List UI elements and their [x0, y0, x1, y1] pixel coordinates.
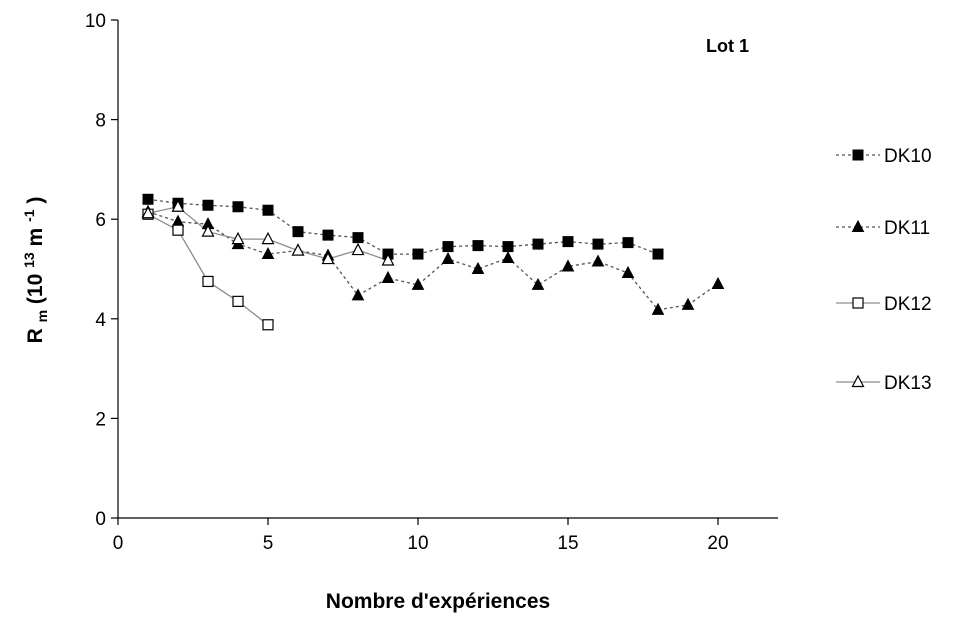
legend-marker-dk12 — [852, 297, 864, 309]
x-tick-label: 5 — [263, 533, 274, 554]
data-point-dk10 — [502, 241, 514, 253]
y-tick-label: 2 — [95, 409, 106, 430]
data-point-dk10 — [562, 236, 574, 248]
data-point-dk11 — [261, 246, 275, 260]
y-axis-title-main: R — [24, 328, 47, 343]
data-point-dk10 — [202, 199, 214, 211]
data-point-dk10 — [322, 229, 334, 241]
x-axis-title: Nombre d'expériences — [326, 590, 550, 613]
x-tick-label: 20 — [707, 533, 728, 554]
data-point-dk11 — [351, 288, 365, 301]
legend-marker-dk13 — [851, 374, 865, 388]
data-point-dk13 — [231, 231, 245, 245]
y-axis-title-mid: m — [24, 228, 47, 247]
y-axis-title-exp1: 13 — [21, 252, 37, 268]
data-point-dk11 — [381, 270, 395, 283]
y-tick-label: 0 — [95, 509, 106, 530]
data-point-dk10 — [142, 193, 154, 205]
data-point-dk10 — [472, 240, 484, 252]
data-point-dk12 — [232, 295, 244, 307]
data-point-dk11 — [501, 250, 515, 264]
data-point-dk12 — [262, 319, 274, 331]
chart-annotation: Lot 1 — [706, 36, 749, 56]
y-tick-label: 10 — [85, 11, 106, 32]
data-point-dk10 — [262, 204, 274, 216]
data-point-dk11 — [411, 277, 425, 290]
legend-label-dk11: DK11 — [884, 218, 930, 239]
data-point-dk10 — [352, 232, 364, 244]
series-line-dk10 — [147, 198, 659, 255]
data-point-dk11 — [681, 297, 695, 310]
legend-label-dk10: DK10 — [884, 146, 932, 167]
y-axis-title-open: (10 — [24, 274, 47, 304]
legend-item-dk10: DK10 — [836, 146, 932, 167]
data-point-dk10 — [532, 238, 544, 250]
data-point-dk13 — [171, 199, 185, 212]
data-point-dk11 — [441, 251, 455, 265]
data-point-dk10 — [232, 201, 244, 213]
data-point-dk10 — [292, 226, 304, 238]
data-point-dk12 — [172, 224, 184, 236]
legend-label-dk13: DK13 — [884, 373, 932, 394]
data-point-dk10 — [622, 237, 634, 249]
data-point-dk13 — [201, 224, 215, 237]
data-point-dk11 — [591, 254, 605, 267]
data-point-dk13 — [291, 243, 305, 256]
data-point-dk11 — [471, 261, 485, 274]
data-point-dk13 — [351, 242, 365, 256]
data-point-dk10 — [652, 248, 664, 260]
series-line-dk11 — [147, 211, 719, 311]
markers — [141, 193, 725, 331]
legend-marker-dk10 — [852, 149, 864, 161]
x-ticks: 0 5 10 15 20 — [113, 518, 729, 554]
legend-label-dk12: DK12 — [884, 294, 932, 315]
data-point-dk13 — [381, 253, 395, 266]
legend-item-dk11: DK11 — [836, 218, 930, 239]
data-point-dk12 — [202, 275, 214, 288]
data-point-dk13 — [261, 231, 275, 245]
y-tick-label: 6 — [95, 210, 106, 231]
x-tick-label: 15 — [557, 533, 578, 554]
legend-item-dk13: DK13 — [836, 373, 932, 394]
legend-item-dk12: DK12 — [836, 294, 932, 315]
y-tick-label: 4 — [95, 310, 106, 331]
data-point-dk11 — [621, 265, 635, 278]
data-point-dk11 — [711, 276, 725, 289]
data-point-dk13 — [141, 205, 155, 219]
data-point-dk11 — [531, 277, 545, 290]
y-ticks: 0 2 4 6 8 10 — [85, 11, 118, 530]
y-axis-title-close: ) — [24, 197, 47, 204]
legend: DK10 DK11 DK12 DK13 — [836, 146, 932, 394]
data-point-dk10 — [412, 248, 424, 260]
data-point-dk10 — [442, 241, 454, 253]
y-axis-title: R m (10 13 m -1 ) — [16, 197, 52, 344]
y-axis-title-exp2: -1 — [21, 209, 37, 222]
y-axis-title-sub: m — [34, 310, 50, 322]
data-point-dk10 — [592, 238, 604, 250]
x-tick-label: 10 — [407, 533, 428, 554]
axes — [117, 20, 778, 519]
data-point-dk11 — [561, 259, 575, 272]
data-point-dk13 — [321, 251, 335, 265]
x-tick-label: 0 — [113, 533, 124, 554]
legend-marker-dk11 — [851, 219, 865, 232]
y-tick-label: 8 — [95, 111, 106, 132]
data-point-dk11 — [651, 302, 665, 315]
